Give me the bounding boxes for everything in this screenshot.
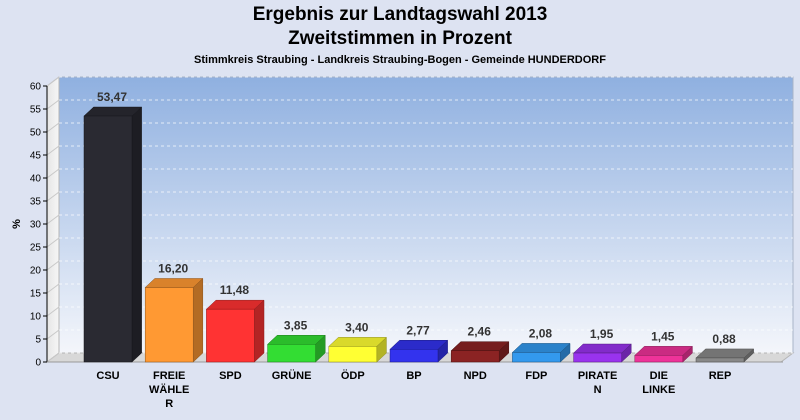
y-tick-label: 60: [30, 82, 42, 93]
bar: [512, 352, 561, 363]
bar: [450, 350, 500, 363]
gridline-side: [46, 237, 60, 248]
gridline-side: [46, 260, 60, 271]
bar-top: [266, 335, 326, 345]
x-tick-label: N: [594, 384, 602, 396]
y-tick-label: 25: [30, 243, 42, 254]
gridline-side: [46, 145, 60, 156]
bar-side: [192, 277, 204, 363]
bar-value-label: 1,45: [651, 329, 675, 343]
x-tick-label: GRÜNE: [272, 369, 312, 382]
bar-side: [131, 106, 142, 363]
chart-title: Ergebnis zur Landtagswahl 2013: [252, 4, 548, 25]
y-tick-label: 50: [30, 128, 42, 139]
y-tick-label: 5: [35, 335, 41, 346]
bar: [573, 352, 622, 363]
bar-value-label: 16,20: [158, 261, 188, 275]
x-tick-label: NPD: [464, 370, 487, 382]
y-tick-label: 0: [35, 358, 41, 369]
bar-top: [328, 337, 388, 347]
bar-top: [572, 343, 632, 354]
y-tick-label: 55: [30, 105, 42, 116]
bar: [83, 115, 133, 363]
bar-side: [254, 299, 265, 363]
gridline-side: [46, 99, 60, 110]
y-tick-label: 15: [30, 289, 42, 300]
gridline-side: [46, 168, 60, 179]
bar-value-label: 11,48: [220, 283, 250, 297]
x-tick-label: FREIE: [153, 370, 185, 382]
bar-value-label: 2,08: [529, 326, 553, 340]
bar: [144, 287, 194, 363]
gridline-side: [46, 352, 60, 363]
bar-top: [695, 348, 755, 359]
bar-top: [205, 299, 265, 310]
y-tick-label: 10: [30, 312, 42, 323]
chart-subtitle: Zweitstimmen in Prozent: [288, 28, 512, 49]
y-tick-label: 20: [30, 266, 42, 277]
bar: [634, 355, 684, 363]
y-tick-label: 45: [30, 151, 42, 162]
bar-value-label: 53,47: [97, 90, 127, 104]
bar: [695, 357, 745, 363]
bar-value-label: 3,40: [345, 320, 369, 334]
gridline-side: [46, 329, 60, 340]
gridline-side: [46, 191, 60, 202]
bar-value-label: 0,88: [712, 332, 736, 346]
y-tick-label: 30: [30, 220, 42, 231]
bar-top: [634, 346, 694, 356]
chart-region-subtitle: Stimmkreis Straubing - Landkreis Straubi…: [194, 54, 606, 66]
bar-top: [450, 341, 510, 351]
x-tick-label: BP: [406, 370, 421, 382]
x-tick-label: WÄHLE: [149, 383, 189, 396]
x-tick-label: FDP: [525, 370, 547, 382]
x-tick-label: SPD: [219, 370, 242, 382]
bar-value-label: 1,95: [590, 327, 614, 341]
y-axis-label: %: [11, 219, 23, 229]
bar-top: [144, 278, 204, 288]
gridline-side: [46, 214, 60, 225]
x-tick-label: PIRATE: [578, 370, 618, 382]
gridline-side: [46, 76, 60, 87]
x-tick-label: REP: [709, 370, 732, 382]
x-tick-label: DIE: [650, 370, 668, 382]
bar-top: [389, 340, 449, 350]
gridline-side: [46, 283, 60, 294]
y-tick-label: 40: [30, 174, 42, 185]
bar-value-label: 3,85: [284, 318, 308, 332]
x-tick-label: CSU: [96, 370, 119, 382]
bar: [206, 308, 255, 363]
gridline-side: [46, 122, 60, 133]
bar-value-label: 2,46: [468, 325, 492, 339]
x-tick-label: LINKE: [642, 384, 675, 396]
bar-top: [511, 343, 571, 353]
x-tick-label: R: [165, 398, 173, 410]
bar: [389, 349, 439, 363]
bar: [267, 344, 316, 363]
gridline-side: [46, 306, 60, 317]
bar-value-label: 2,77: [406, 323, 430, 337]
y-tick-label: 35: [30, 197, 42, 208]
bar-top: [83, 106, 143, 117]
bar: [328, 346, 378, 363]
x-tick-label: ÖDP: [341, 369, 365, 382]
